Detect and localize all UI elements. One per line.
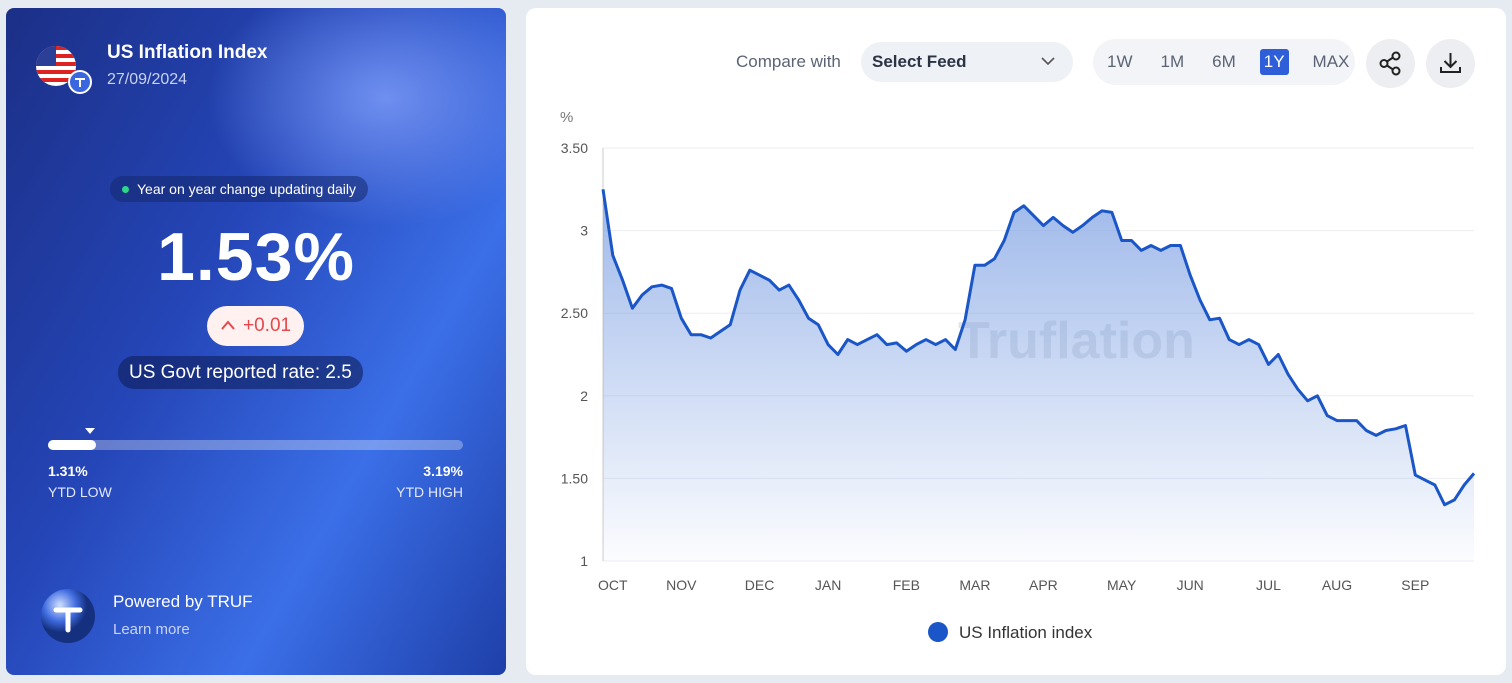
- title: US Inflation Index: [107, 42, 268, 63]
- govt-rate: US Govt reported rate: 2.5: [118, 356, 363, 389]
- ytd-high-label: YTD HIGH: [396, 484, 463, 500]
- change-pill: +0.01: [207, 306, 304, 346]
- period-button[interactable]: 1M: [1160, 52, 1185, 71]
- chevron: [1041, 57, 1055, 66]
- y-tick-label: 3.50: [561, 140, 588, 156]
- x-tick-label: SEP: [1401, 577, 1429, 593]
- period-button[interactable]: 1W: [1107, 52, 1133, 71]
- period-button[interactable]: MAX: [1312, 52, 1350, 71]
- chart-panel: Truflation%11.5022.5033.50OCTNOVDECJANFE…: [526, 8, 1506, 675]
- flag-icon: [36, 46, 92, 94]
- powered-by: Powered by TRUF: [113, 592, 253, 611]
- period-button[interactable]: 1Y: [1259, 49, 1289, 75]
- x-tick-label: MAY: [1107, 577, 1137, 593]
- y-tick-label: 2: [580, 388, 588, 404]
- y-tick-label: 1: [580, 553, 588, 569]
- y-tick-label: 1.50: [561, 470, 588, 486]
- legend-marker: [928, 622, 948, 642]
- ytd-low: 1.31%: [48, 463, 88, 479]
- learn-more[interactable]: Learn more: [113, 621, 190, 638]
- area: [603, 189, 1474, 562]
- x-tick-label: AUG: [1322, 577, 1352, 593]
- share-icon: [1379, 51, 1401, 76]
- download-button[interactable]: [1426, 39, 1475, 88]
- feed-select[interactable]: Select Feed: [861, 42, 1073, 82]
- status-badge: Year on year change updating daily: [110, 176, 368, 202]
- chart: Truflation%11.5022.5033.50OCTNOVDECJANFE…: [560, 109, 1476, 642]
- x-tick-label: APR: [1029, 577, 1058, 593]
- legend-label: US Inflation index: [959, 623, 1093, 642]
- x-tick-label: JUL: [1256, 577, 1281, 593]
- truf-logo: [41, 589, 95, 643]
- y-tick-label: 2.50: [561, 305, 588, 321]
- up-arrow: [221, 320, 235, 330]
- period-button[interactable]: 6M: [1212, 52, 1236, 71]
- current-value: 1.53%: [157, 219, 355, 295]
- line: [601, 189, 1476, 507]
- range-track: [48, 440, 463, 450]
- ytd-high: 3.19%: [423, 463, 463, 479]
- x-tick-label: MAR: [959, 577, 990, 593]
- summary-panel: US Inflation Index 27/09/2024 Year on ye…: [6, 8, 506, 675]
- ytd-low-label: YTD LOW: [48, 484, 112, 500]
- x-tick-label: NOV: [666, 577, 697, 593]
- share-button[interactable]: [1366, 39, 1415, 88]
- range-fill: [48, 440, 96, 450]
- y-tick-label: 3: [580, 223, 588, 239]
- compare-label: Compare with: [736, 52, 841, 71]
- x-tick-label: JUN: [1177, 577, 1204, 593]
- x-tick-label: JAN: [815, 577, 841, 593]
- y-axis-label: %: [560, 109, 573, 126]
- download-icon: [1440, 53, 1461, 73]
- period-selector: 1W 1M 6M 1Y MAX: [1093, 39, 1355, 85]
- range-marker: [85, 428, 95, 434]
- date: 27/09/2024: [107, 71, 188, 88]
- x-tick-label: DEC: [745, 577, 775, 593]
- x-tick-label: FEB: [893, 577, 920, 593]
- x-tick-label: OCT: [598, 577, 628, 593]
